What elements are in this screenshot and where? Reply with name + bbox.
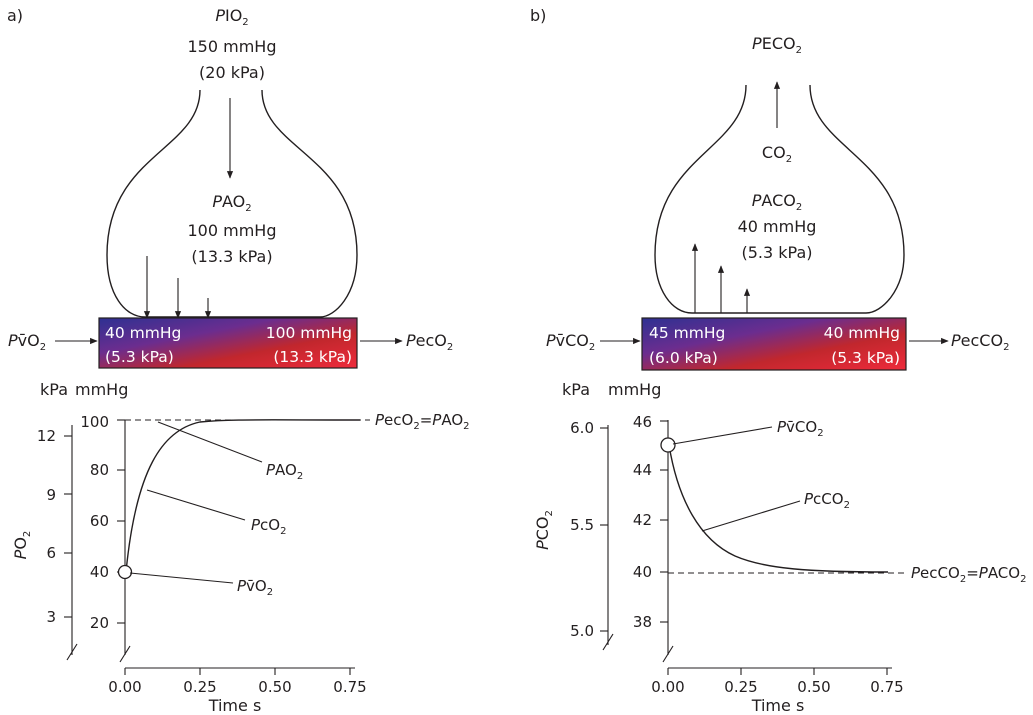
graph-a-leader-cap <box>146 489 246 521</box>
graph-b-unit-mmhg: mmHg <box>608 380 661 399</box>
inspired-po2-kpa: (20 kPa) <box>199 63 265 82</box>
graph-b-label-ven: Pv̄CO2 <box>777 418 824 439</box>
graph-b-mmhg-tick-label: 46 <box>633 413 652 431</box>
graph-a-mmhg-tick-label: 60 <box>90 512 109 530</box>
graph-a-mmhg-tick-label: 100 <box>80 413 109 431</box>
graph-a-kpa-tick-label: 6 <box>46 544 56 562</box>
graph-b-unit-kpa: kPa <box>562 380 590 399</box>
capillary-b-right-kpa: (5.3 kPa) <box>831 349 900 367</box>
graph-a-label-cap: PcO2 <box>251 516 286 537</box>
graph-a-kpa-tick-label: 12 <box>37 427 56 445</box>
graph-b-xlabel: Time s <box>751 696 805 715</box>
graph-b-capillary-curve <box>668 444 889 573</box>
graph-b-kpa-break <box>602 633 614 651</box>
graph-b: kPa mmHg 6.0 5.5 5.0 46 44 42 40 38 0.00… <box>533 380 1026 715</box>
graph-a-label-ven: Pv̄O2 <box>237 577 273 598</box>
graph-a-x-tick-label: 0.75 <box>333 678 366 696</box>
graph-b-x-tick-label: 0.00 <box>651 678 684 696</box>
graph-a-mmhg-tick-marks <box>117 419 351 675</box>
graph-a-kpa-tick-marks <box>64 435 72 618</box>
graph-b-ylabel: PCO2 <box>533 510 555 550</box>
graph-a-ylabel: PO2 <box>11 531 33 560</box>
alveolar-pco2-label: PACO2 <box>752 191 802 213</box>
capillary-a <box>98 317 358 369</box>
graph-b-x-tick-label: 0.25 <box>724 678 757 696</box>
capillary-b <box>641 317 907 371</box>
graph-a-kpa-tick-label: 9 <box>46 486 56 504</box>
co2-exit-label: CO2 <box>762 143 792 165</box>
graph-a-x-tick-label: 0.25 <box>183 678 216 696</box>
capillary-a-right-mmhg: 100 mmHg <box>266 324 352 342</box>
capillary-b-left-mmhg: 45 mmHg <box>649 324 725 342</box>
capillary-a-left-kpa: (5.3 kPa) <box>105 348 174 366</box>
alveolus-b-outline <box>654 84 905 314</box>
inspired-po2-mmhg: 150 mmHg <box>188 37 277 56</box>
graph-b-label-cap: PcCO2 <box>804 490 850 511</box>
panel-a-letter: a) <box>7 6 23 25</box>
capillary-a-left-mmhg: 40 mmHg <box>105 324 181 342</box>
graph-b-kpa-tick-label: 6.0 <box>570 419 594 437</box>
graph-a-kpa-break <box>66 643 78 661</box>
graph-a-xlabel: Time s <box>208 696 262 715</box>
graph-a-mmhg-break <box>119 645 131 663</box>
alveolar-po2-kpa: (13.3 kPa) <box>191 247 272 266</box>
graph-a-mmhg-tick-label: 40 <box>90 563 109 581</box>
graph-a: kPa mmHg 12 9 6 3 100 80 60 40 20 0.00 0… <box>11 380 470 715</box>
alveolar-pco2-mmhg: 40 mmHg <box>738 217 817 236</box>
alveolar-po2-mmhg: 100 mmHg <box>188 221 277 240</box>
panel-b: b) PECO2 CO2 PACO2 40 mmHg (5.3 kPa) 45 … <box>530 6 1026 715</box>
graph-b-mmhg-tick-label: 42 <box>633 511 652 529</box>
graph-b-kpa-tick-label: 5.5 <box>570 516 594 534</box>
graph-b-mmhg-tick-marks <box>660 420 888 675</box>
graph-b-x-tick-label: 0.50 <box>797 678 830 696</box>
alveolus-a-outline <box>106 89 358 318</box>
alveolar-po2-label: PAO2 <box>212 192 251 214</box>
graph-a-mmhg-tick-label: 20 <box>90 614 109 632</box>
graph-a-start-point <box>117 564 133 580</box>
expired-pco2-label: PECO2 <box>752 34 802 56</box>
graph-a-unit-kpa: kPa <box>40 380 68 399</box>
graph-a-unit-mmhg: mmHg <box>75 380 128 399</box>
graph-b-mmhg-tick-label: 40 <box>633 563 652 581</box>
graph-a-x-tick-label: 0.00 <box>108 678 141 696</box>
capillary-b-right-mmhg: 40 mmHg <box>824 324 900 342</box>
capillary-a-right-kpa: (13.3 kPa) <box>273 348 352 366</box>
graph-a-label-alv: PAO2 <box>266 461 303 482</box>
graph-b-mmhg-tick-label: 44 <box>633 461 652 479</box>
graph-a-capillary-curve <box>125 419 361 573</box>
venous-pco2-in-label: Pv̄CO2 <box>546 331 595 353</box>
graph-b-kpa-tick-label: 5.0 <box>570 622 594 640</box>
alveolar-pco2-kpa: (5.3 kPa) <box>741 243 812 262</box>
graph-a-label-equal: PecO2=PAO2 <box>375 411 470 432</box>
graph-b-leader-cap <box>701 500 801 532</box>
graph-a-mmhg-tick-label: 80 <box>90 461 109 479</box>
panel-a: a) PIO2 150 mmHg (20 kPa) PAO2 100 mmHg … <box>7 6 470 715</box>
graph-b-mmhg-tick-label: 38 <box>633 613 652 631</box>
inspired-po2-label: PIO2 <box>215 6 248 28</box>
graph-b-mmhg-break <box>662 645 674 663</box>
venous-po2-in-label: Pv̄O2 <box>8 331 46 353</box>
graph-a-leader-ven <box>129 572 234 584</box>
graph-b-x-tick-label: 0.75 <box>870 678 903 696</box>
graph-b-label-equal: PecCO2=PACO2 <box>911 564 1026 585</box>
graph-b-kpa-tick-marks <box>600 427 608 632</box>
capillary-b-left-kpa: (6.0 kPa) <box>649 349 718 367</box>
graph-a-kpa-tick-label: 3 <box>46 608 56 626</box>
graph-b-start-point <box>660 437 676 453</box>
graph-b-leader-ven <box>672 426 773 445</box>
graph-a-leader-alv <box>157 421 263 463</box>
ec-po2-out-label: PecO2 <box>406 331 453 353</box>
ec-pco2-out-label: PecCO2 <box>951 331 1009 353</box>
graph-a-x-tick-label: 0.50 <box>258 678 291 696</box>
panel-b-letter: b) <box>530 6 546 25</box>
